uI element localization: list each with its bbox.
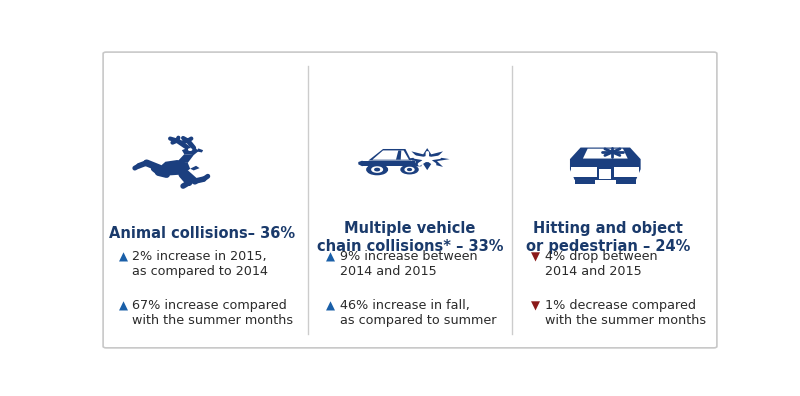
- Polygon shape: [358, 160, 362, 166]
- Polygon shape: [190, 166, 199, 170]
- Polygon shape: [396, 150, 402, 160]
- Text: ▼: ▼: [531, 250, 540, 263]
- Text: ▲: ▲: [326, 299, 335, 312]
- Circle shape: [401, 166, 418, 174]
- Polygon shape: [373, 150, 409, 160]
- Circle shape: [372, 167, 382, 172]
- Polygon shape: [411, 155, 424, 166]
- Polygon shape: [157, 160, 190, 175]
- Polygon shape: [614, 167, 639, 177]
- Text: ▲: ▲: [118, 250, 128, 263]
- Circle shape: [374, 168, 379, 171]
- Polygon shape: [571, 167, 597, 177]
- Circle shape: [408, 169, 411, 170]
- Text: ▲: ▲: [118, 299, 128, 312]
- Polygon shape: [196, 148, 203, 152]
- Text: 67% increase compared
with the summer months: 67% increase compared with the summer mo…: [132, 299, 294, 327]
- Text: 46% increase in fall,
as compared to summer: 46% increase in fall, as compared to sum…: [340, 299, 497, 327]
- Text: 4% drop between
2014 and 2015: 4% drop between 2014 and 2015: [545, 250, 657, 278]
- Text: 2% increase in 2015,
as compared to 2014: 2% increase in 2015, as compared to 2014: [132, 250, 268, 278]
- Polygon shape: [574, 180, 594, 184]
- Polygon shape: [583, 148, 628, 158]
- Polygon shape: [570, 148, 641, 180]
- Text: ▲: ▲: [326, 250, 335, 263]
- Text: 1% decrease compared
with the summer months: 1% decrease compared with the summer mon…: [545, 299, 706, 327]
- Text: Hitting and object
or pedestrian – 24%: Hitting and object or pedestrian – 24%: [526, 221, 690, 254]
- Text: Multiple vehicle
chain collisions* – 33%: Multiple vehicle chain collisions* – 33%: [317, 221, 503, 254]
- Circle shape: [422, 157, 432, 162]
- Polygon shape: [182, 148, 198, 155]
- Circle shape: [367, 164, 387, 175]
- Text: 9% increase between
2014 and 2015: 9% increase between 2014 and 2015: [340, 250, 478, 278]
- Circle shape: [189, 149, 192, 150]
- Polygon shape: [362, 160, 415, 166]
- Polygon shape: [177, 154, 194, 163]
- Text: ▼: ▼: [531, 299, 540, 312]
- FancyBboxPatch shape: [103, 52, 717, 348]
- Polygon shape: [599, 169, 611, 179]
- Circle shape: [405, 168, 414, 172]
- Polygon shape: [616, 180, 636, 184]
- Polygon shape: [368, 149, 411, 160]
- Text: Animal collisions– 36%: Animal collisions– 36%: [110, 226, 295, 241]
- Polygon shape: [405, 148, 450, 170]
